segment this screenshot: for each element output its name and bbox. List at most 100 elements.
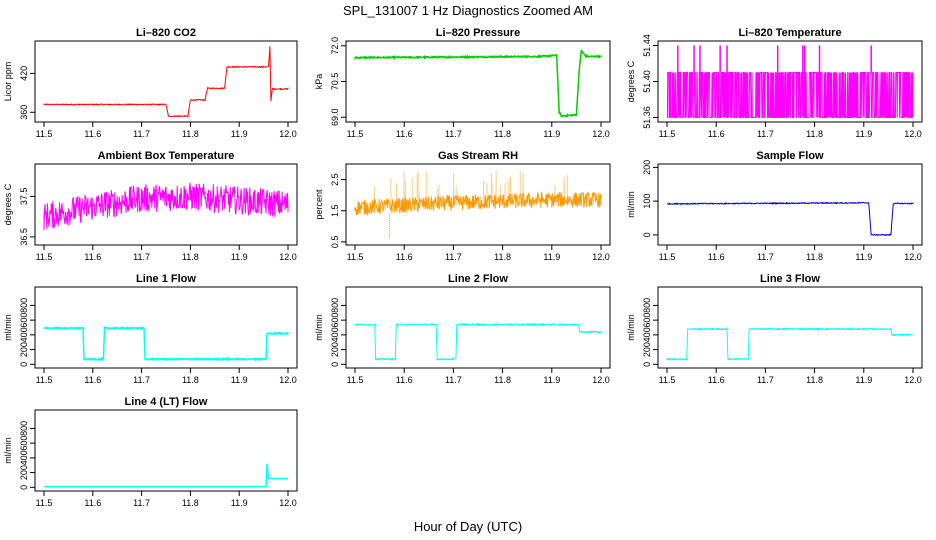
y-tick-label: 360 <box>19 105 29 120</box>
x-tick-label: 11.8 <box>806 252 823 262</box>
x-tick-label: 11.7 <box>757 252 774 262</box>
panel-title: Line 2 Flow <box>448 273 508 285</box>
series-line <box>43 182 289 231</box>
x-tick-label: 11.8 <box>182 129 199 139</box>
x-tick-label: 11.6 <box>396 252 413 262</box>
panel-9: Line 3 Flow 11.5 11.6 11.7 11.8 11.9 12.0 0 2004… <box>626 273 923 385</box>
x-tick-label: 11.7 <box>133 129 150 139</box>
x-tick-label: 11.9 <box>543 252 560 262</box>
panel-5: Gas Stream RH 11.5 11.6 11.7 11.8 11.9 12.0 0.5… <box>314 150 611 262</box>
panel-6: Sample Flow 11.5 11.6 11.7 11.8 11.9 12.0 0 100 2… <box>626 150 923 262</box>
x-tick-label: 11.5 <box>36 129 53 139</box>
series-line <box>44 463 288 488</box>
x-tick-label: 12.0 <box>279 129 297 139</box>
x-tick-label: 11.8 <box>494 375 511 385</box>
y-tick-label: 200 <box>19 342 29 357</box>
series <box>666 45 914 118</box>
y-tick-label: 69.0 <box>330 108 340 126</box>
x-tick-label: 11.8 <box>806 375 823 385</box>
y-axis-label: degrees C <box>3 183 13 225</box>
series <box>666 201 914 237</box>
y-tick-label: 72.0 <box>330 37 340 55</box>
y-tick-label: 400 <box>330 327 340 342</box>
x-tick-label: 11.9 <box>543 375 560 385</box>
y-tick-label: 600 <box>642 313 652 328</box>
panel-title: Line 3 Flow <box>760 273 820 285</box>
y-axis-label: ml/min <box>3 314 13 341</box>
x-tick-label: 11.9 <box>855 252 872 262</box>
x-tick-label: 11.6 <box>708 252 725 262</box>
panels: Li–820 CO2 11.5 11.6 11.7 11.8 11.9 12.0 360 420… <box>3 27 923 508</box>
x-tick-label: 11.9 <box>231 375 248 385</box>
x-tick-label: 11.7 <box>445 375 462 385</box>
x-tick-label: 12.0 <box>592 129 610 139</box>
x-tick-label: 11.6 <box>84 375 101 385</box>
x-tick-label: 11.6 <box>396 129 413 139</box>
x-tick-label: 11.5 <box>347 252 364 262</box>
series-line <box>354 191 602 217</box>
panel-title: Li–820 CO2 <box>136 27 196 39</box>
series <box>44 463 288 488</box>
x-tick-label: 11.7 <box>133 498 150 508</box>
x-axis-label: Hour of Day (UTC) <box>414 519 522 534</box>
panel-title: Li–820 Temperature <box>738 27 841 39</box>
panel-7: Line 1 Flow 11.5 11.6 11.7 11.8 11.9 12.0 0 2004… <box>3 273 298 385</box>
series <box>354 170 602 239</box>
x-tick-label: 12.0 <box>904 252 922 262</box>
series-line <box>666 201 914 237</box>
x-tick-label: 12.0 <box>279 375 297 385</box>
x-tick-label: 11.5 <box>36 498 53 508</box>
y-tick-label: 0.5 <box>330 236 340 249</box>
y-axis-label: ml/min <box>626 191 636 218</box>
x-tick-label: 11.6 <box>708 129 725 139</box>
y-axis-label: ml/min <box>314 314 324 341</box>
plot-frame <box>34 286 298 369</box>
panel-title: Gas Stream RH <box>438 150 518 162</box>
x-tick-label: 11.5 <box>347 129 364 139</box>
y-tick-label: 0 <box>19 362 29 367</box>
x-tick-label: 12.0 <box>592 252 610 262</box>
series-line <box>666 326 914 361</box>
x-tick-label: 12.0 <box>904 375 922 385</box>
panel-4: Ambient Box Temperature 11.5 11.6 11.7 11.8 1… <box>3 150 298 262</box>
panel-title: Line 1 Flow <box>136 273 196 285</box>
y-tick-label: 1.5 <box>330 204 340 217</box>
plot-frame <box>345 286 611 369</box>
panel-title: Ambient Box Temperature <box>98 150 235 162</box>
y-tick-label: 800 <box>330 298 340 313</box>
x-tick-label: 11.8 <box>182 375 199 385</box>
y-axis-label: ml/min <box>3 437 13 464</box>
figure-title: SPL_131007 1 Hz Diagnostics Zoomed AM <box>343 3 593 18</box>
x-tick-label: 11.8 <box>182 498 199 508</box>
panel-10: Line 4 (LT) Flow 11.5 11.6 11.7 11.8 11.9 12.0… <box>3 396 298 508</box>
x-tick-label: 11.5 <box>36 375 53 385</box>
x-tick-label: 11.7 <box>757 129 774 139</box>
x-tick-label: 11.9 <box>855 129 872 139</box>
series-line <box>666 72 914 118</box>
y-axis-label: ml/min <box>626 314 636 341</box>
y-tick-label: 2.5 <box>330 173 340 186</box>
series <box>354 49 602 119</box>
y-tick-label: 51.36 <box>642 106 652 129</box>
y-tick-label: 36.5 <box>19 228 29 246</box>
y-tick-label: 420 <box>19 66 29 81</box>
y-tick-label: 200 <box>19 465 29 480</box>
plot-frame <box>345 163 611 246</box>
x-tick-label: 11.9 <box>855 375 872 385</box>
y-tick-label: 400 <box>19 450 29 465</box>
series-line <box>354 49 602 119</box>
y-tick-label: 800 <box>642 298 652 313</box>
x-tick-label: 11.7 <box>757 375 774 385</box>
y-tick-label: 100 <box>642 194 652 209</box>
series <box>43 325 289 363</box>
y-tick-label: 51.44 <box>642 34 652 57</box>
x-tick-label: 11.5 <box>659 252 676 262</box>
y-axis-label: percent <box>314 189 324 220</box>
series-line <box>43 46 289 118</box>
x-tick-label: 12.0 <box>904 129 922 139</box>
plot-frame <box>657 286 923 369</box>
plot-frame <box>34 409 298 492</box>
y-axis-label: degrees C <box>626 60 636 102</box>
panel-8: Line 2 Flow 11.5 11.6 11.7 11.8 11.9 12.0 0 2004… <box>314 273 611 385</box>
